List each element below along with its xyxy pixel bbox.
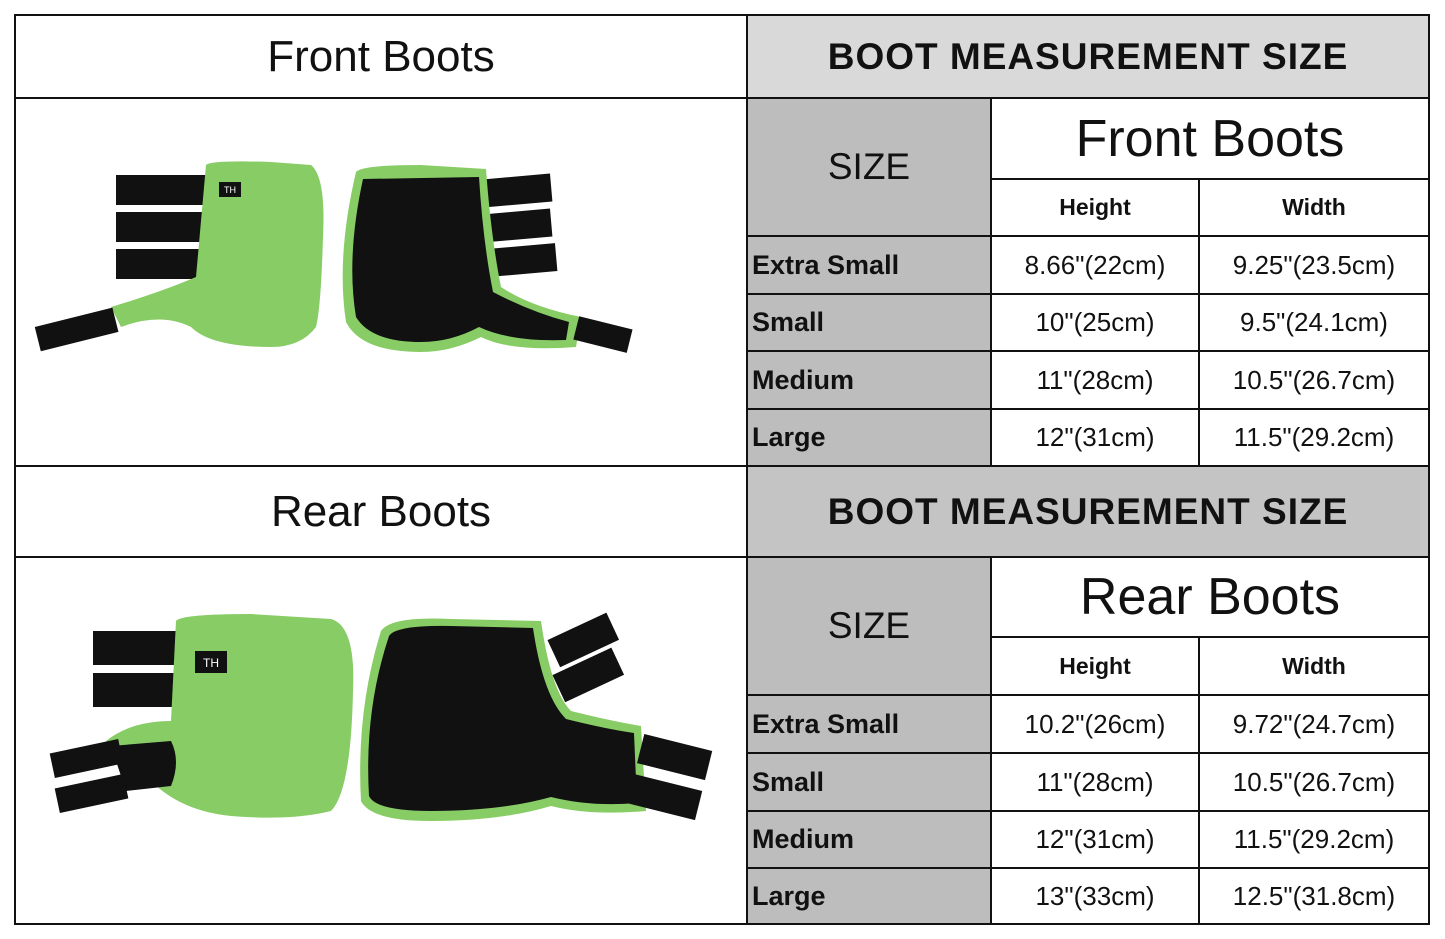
rear-row-size: Medium xyxy=(746,810,992,869)
rear-size-header: SIZE xyxy=(746,556,992,696)
rear-table-subtitle: Rear Boots xyxy=(990,556,1430,638)
front-boot-outer: TH xyxy=(34,161,324,352)
rear-row-size: Large xyxy=(746,867,992,925)
front-row-height: 8.66"(22cm) xyxy=(990,235,1200,295)
rear-row-width: 9.72"(24.7cm) xyxy=(1198,694,1430,754)
front-table-subtitle: Front Boots xyxy=(990,97,1430,180)
front-row-size: Extra Small xyxy=(746,235,992,295)
front-boots-image-cell: TH xyxy=(14,97,748,467)
front-row-width: 11.5"(29.2cm) xyxy=(1198,408,1430,467)
rear-row-width: 11.5"(29.2cm) xyxy=(1198,810,1430,869)
rear-table-title: BOOT MEASUREMENT SIZE xyxy=(746,465,1430,558)
rear-width-header: Width xyxy=(1198,636,1430,696)
front-row-size: Large xyxy=(746,408,992,467)
front-height-header: Height xyxy=(990,178,1200,237)
rear-row-width: 10.5"(26.7cm) xyxy=(1198,752,1430,812)
front-row-height: 10"(25cm) xyxy=(990,293,1200,352)
rear-row-height: 11"(28cm) xyxy=(990,752,1200,812)
front-row-width: 9.25"(23.5cm) xyxy=(1198,235,1430,295)
rear-row-height: 13"(33cm) xyxy=(990,867,1200,925)
front-row-size: Medium xyxy=(746,350,992,410)
front-size-header: SIZE xyxy=(746,97,992,237)
rear-boots-illustration: TH xyxy=(49,612,713,821)
front-width-header: Width xyxy=(1198,178,1430,237)
rear-boot-inner xyxy=(360,612,713,821)
front-row-height: 12"(31cm) xyxy=(990,408,1200,467)
rear-row-height: 12"(31cm) xyxy=(990,810,1200,869)
rear-height-header: Height xyxy=(990,636,1200,696)
front-row-width: 10.5"(26.7cm) xyxy=(1198,350,1430,410)
front-boot-inner xyxy=(342,165,633,353)
front-row-size: Small xyxy=(746,293,992,352)
front-row-height: 11"(28cm) xyxy=(990,350,1200,410)
rear-row-size: Small xyxy=(746,752,992,812)
rear-row-width: 12.5"(31.8cm) xyxy=(1198,867,1430,925)
rear-row-size: Extra Small xyxy=(746,694,992,754)
rear-boots-heading: Rear Boots xyxy=(14,465,748,558)
rear-row-height: 10.2"(26cm) xyxy=(990,694,1200,754)
front-boots-illustration: TH xyxy=(34,161,633,353)
front-boots-heading: Front Boots xyxy=(14,14,748,99)
front-row-width: 9.5"(24.1cm) xyxy=(1198,293,1430,352)
rear-boot-outer: TH xyxy=(49,613,354,818)
svg-text:TH: TH xyxy=(203,656,219,670)
svg-text:TH: TH xyxy=(224,185,236,195)
front-table-title: BOOT MEASUREMENT SIZE xyxy=(746,14,1430,99)
rear-boots-image-cell: TH xyxy=(14,556,748,925)
